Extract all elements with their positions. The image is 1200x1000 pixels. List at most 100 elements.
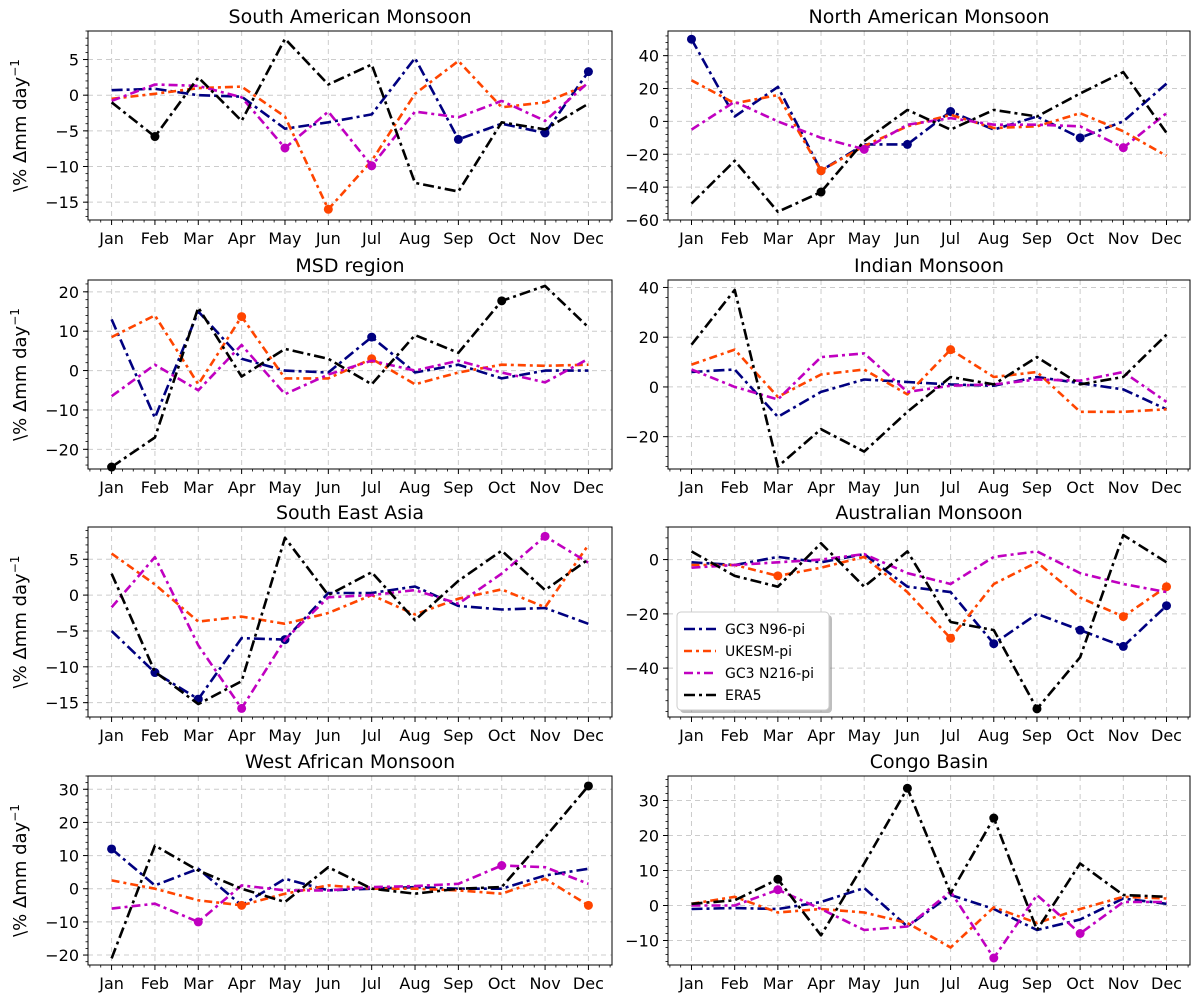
y-tick-label: −10 — [45, 658, 79, 677]
data-point-gc3-n216-pi — [540, 531, 550, 541]
x-tick-label: Oct — [488, 229, 516, 248]
x-tick-label: Feb — [141, 726, 169, 745]
data-point-era5 — [773, 874, 783, 884]
series-line-gc3-n96-pi — [691, 552, 1168, 648]
data-point-era5 — [107, 462, 117, 472]
y-axis-label-superscript: −1 — [8, 308, 22, 326]
x-tick-label: Oct — [1066, 229, 1094, 248]
x-tick-label: Mar — [183, 229, 214, 248]
data-point-ukesm-pi — [583, 900, 593, 910]
series-line-era5 — [690, 70, 1168, 214]
series-line-gc3-n216-pi — [691, 888, 1167, 960]
x-tick-label: Jul — [940, 974, 960, 993]
y-tick-label: 40 — [639, 278, 659, 297]
x-tick-label: Oct — [1066, 726, 1094, 745]
data-point-era5 — [1032, 704, 1042, 714]
x-tick-label: Oct — [488, 974, 516, 993]
x-tick-label: Sep — [1022, 974, 1052, 993]
series-line-ukesm-pi — [111, 59, 589, 211]
y-tick-label: 5 — [69, 51, 79, 70]
x-tick-label: Jun — [315, 229, 341, 248]
x-tick-label: Jan — [678, 974, 704, 993]
x-tick-label: Oct — [1066, 478, 1094, 497]
x-tick-label: Feb — [721, 229, 749, 248]
y-tick-label: 0 — [69, 586, 79, 605]
panel-north-american-monsoon: Jan Feb Mar Apr May Jun Jul Aug Sep Oct Nov Dec −60 −… — [625, 6, 1191, 248]
x-tick-label: Jun — [315, 478, 341, 497]
x-tick-label: Jan — [98, 478, 124, 497]
x-tick-label: Nov — [529, 478, 560, 497]
x-tick-label: May — [848, 726, 881, 745]
y-axis-label-superscript: −1 — [8, 804, 22, 822]
series-line-ukesm-pi — [111, 877, 590, 907]
series-line-gc3-n216-pi — [111, 864, 589, 924]
x-tick-label: Nov — [529, 726, 560, 745]
panel-australian-monsoon: Jan Feb Mar Apr May Jun Jul Aug Sep Oct Nov Dec −40 −… — [625, 502, 1191, 745]
series-line-era5 — [110, 785, 590, 959]
x-tick-label: May — [268, 726, 301, 745]
y-tick-label: −20 — [625, 605, 659, 624]
x-tick-label: Apr — [228, 974, 256, 993]
y-tick-label: −20 — [625, 428, 659, 447]
chart-title: South East Asia — [276, 502, 424, 524]
legend: GC3 N96-pi UKESM-pi GC3 N216-pi ERA5 — [676, 611, 832, 713]
x-tick-label: Dec — [1151, 229, 1182, 248]
x-tick-label: Jun — [894, 726, 920, 745]
x-tick-label: Dec — [1151, 478, 1182, 497]
data-point-ukesm-pi — [323, 204, 333, 214]
legend-label-gc3-n96-pi: GC3 N96-pi — [725, 622, 805, 638]
x-tick-label: Nov — [1108, 974, 1139, 993]
series-line-era5 — [690, 533, 1168, 711]
x-tick-label: Aug — [978, 726, 1009, 745]
x-tick-label: May — [268, 974, 301, 993]
x-tick-label: Jul — [940, 229, 960, 248]
x-tick-label: Apr — [807, 726, 835, 745]
x-tick-label: Sep — [1022, 478, 1052, 497]
data-point-gc3-n96-pi — [1118, 641, 1128, 651]
x-tick-label: Jun — [894, 229, 920, 248]
series-line-era5 — [110, 37, 590, 193]
x-tick-label: Nov — [1108, 229, 1139, 248]
y-tick-label: −10 — [625, 932, 659, 951]
series-line-gc3-n96-pi — [690, 38, 1168, 172]
series-line-ukesm-pi — [110, 544, 590, 626]
data-point-ukesm-pi — [816, 166, 826, 176]
panel-west-african-monsoon: Jan Feb Mar Apr May Jun Jul Aug Sep Oct Nov Dec −20 −… — [8, 751, 613, 993]
x-tick-label: Sep — [443, 726, 473, 745]
y-axis-label-text: \% Δmm day — [10, 325, 31, 440]
x-tick-label: Oct — [1066, 974, 1094, 993]
x-tick-label: Dec — [1151, 974, 1182, 993]
chart-title: North American Monsoon — [809, 6, 1050, 28]
y-tick-label: 20 — [59, 283, 79, 302]
data-point-gc3-n96-pi — [1162, 601, 1172, 611]
series-line-ukesm-pi — [691, 555, 1168, 640]
x-tick-label: Nov — [529, 974, 560, 993]
plot-frame — [87, 775, 613, 966]
y-tick-label: −60 — [625, 211, 659, 230]
x-tick-label: Jan — [678, 229, 704, 248]
x-tick-label: Aug — [978, 229, 1009, 248]
data-point-gc3-n96-pi — [583, 67, 593, 77]
x-tick-label: Mar — [183, 974, 214, 993]
series-line-gc3-n216-pi — [690, 100, 1168, 151]
x-tick-label: Sep — [443, 229, 473, 248]
series-line-era5 — [110, 284, 590, 469]
chart-title: Australian Monsoon — [835, 502, 1022, 524]
data-point-gc3-n96-pi — [902, 139, 912, 149]
y-axis-label-superscript: −1 — [8, 556, 22, 574]
y-tick-label: −20 — [45, 946, 79, 965]
chart-title: Indian Monsoon — [854, 255, 1004, 277]
y-axis-label: \% Δmm day−1 — [8, 308, 31, 441]
data-point-gc3-n216-pi — [1075, 929, 1085, 938]
data-point-gc3-n96-pi — [453, 134, 463, 144]
data-point-era5 — [150, 132, 160, 142]
x-tick-label: Jul — [361, 726, 381, 745]
x-tick-label: Oct — [488, 726, 516, 745]
y-tick-label: 20 — [639, 328, 659, 347]
data-point-era5 — [989, 813, 999, 823]
data-point-gc3-n216-pi — [237, 703, 247, 713]
data-point-ukesm-pi — [773, 571, 783, 581]
data-point-gc3-n96-pi — [540, 128, 550, 138]
x-tick-label: Jul — [361, 478, 381, 497]
x-tick-label: Dec — [573, 974, 604, 993]
